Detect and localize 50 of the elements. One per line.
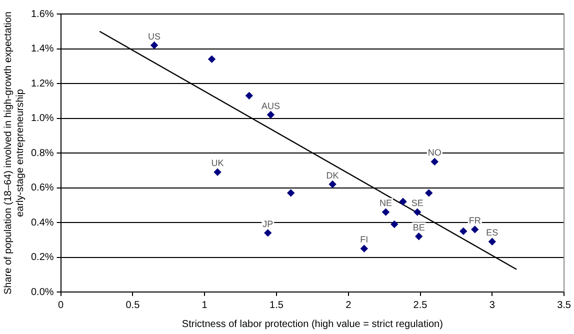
point (471, 226, 478, 234)
point (360, 244, 368, 252)
point (208, 56, 216, 63)
point (414, 208, 421, 216)
y-tick-label: 1.4% (30, 44, 54, 54)
y-tick-label: 0.4% (30, 217, 54, 228)
annotation: US (148, 31, 161, 42)
annotation: DK (326, 170, 339, 180)
x-axis-title: Strictness of labor protection (high value = strict regulation) (182, 318, 443, 330)
x-tick-label: 2 (346, 300, 352, 311)
point (150, 42, 158, 49)
y-axis-title: Share of population (18–64) involved in high-growth expectation early-stage entrepreneurship (2, 12, 26, 294)
point (287, 189, 294, 197)
annotation: NE (379, 198, 392, 208)
y-tick-label: 0.6% (30, 182, 54, 194)
point (415, 232, 422, 240)
y-tick-label: 1.0% (30, 113, 54, 124)
x-tick-label: 0.5 (126, 300, 140, 311)
y-tick-label: 0.0% (30, 286, 54, 298)
y-tick-label: 1.6% (30, 8, 54, 20)
point (390, 220, 398, 228)
x-tick-label: 1.5 (270, 300, 284, 311)
x-tick-label: 1 (202, 300, 208, 311)
point (214, 168, 222, 176)
annotation: AUS (261, 100, 280, 111)
point (399, 198, 407, 206)
y-tick-label: 0.2% (30, 252, 54, 263)
y-tick-label: 0.8% (30, 148, 54, 159)
point (246, 92, 253, 100)
x-tick-label: 3 (489, 300, 496, 311)
x-tick-label: 0 (58, 300, 64, 311)
point (382, 208, 390, 216)
point (460, 228, 467, 235)
point (267, 111, 274, 118)
x-tick-label: 2.5 (413, 300, 428, 311)
point (328, 180, 336, 188)
y-tick-label: 1.2% (30, 78, 54, 90)
annotation: ES (486, 228, 498, 238)
annotation: UK (211, 158, 224, 168)
annotation: NO (428, 148, 442, 158)
point (431, 158, 438, 166)
annotation: SE (411, 198, 424, 208)
annotation: BE (412, 222, 425, 232)
x-tick-label: 3.5 (557, 300, 572, 311)
point (264, 229, 272, 237)
point (425, 189, 432, 197)
point (488, 238, 496, 246)
annotation: FI (360, 234, 368, 245)
annotation: FR (468, 215, 482, 226)
annotation: JP (262, 218, 274, 229)
